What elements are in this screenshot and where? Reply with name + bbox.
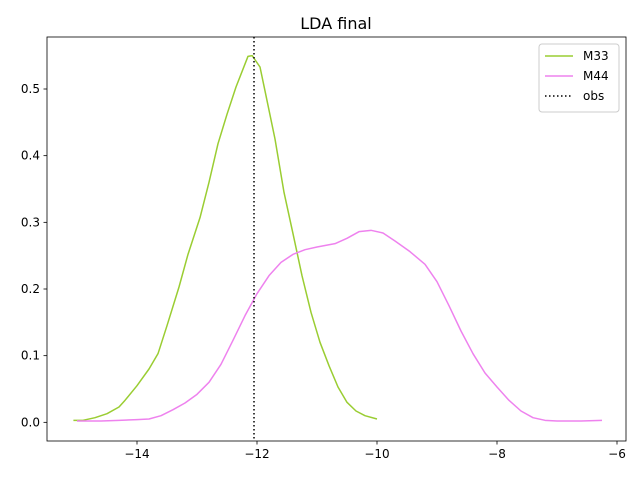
x-tick-label: −8 [488, 447, 506, 461]
x-tick-label: −12 [244, 447, 269, 461]
plot-area: −14 −12 −10 −8 −6 0.0 0.1 0.2 0.3 0.4 0.5 [21, 36, 627, 461]
y-tick-label: 0.4 [21, 149, 40, 163]
legend: M33 M44 obs [538, 43, 620, 113]
legend-label: M44 [583, 69, 609, 83]
series-line-1 [77, 229, 603, 422]
x-tick-label: −6 [608, 447, 626, 461]
y-tick-label: 0.1 [21, 349, 40, 363]
legend-label: M33 [583, 49, 609, 63]
x-tick-label: −14 [124, 447, 149, 461]
legend-label: obs [583, 89, 604, 103]
axes-frame [46, 36, 627, 442]
y-tick-label: 0.5 [21, 82, 40, 96]
y-tick-label: 0.3 [21, 215, 40, 229]
y-tick-label: 0.2 [21, 282, 40, 296]
x-tick-label: −10 [364, 447, 389, 461]
y-tick-label: 0.0 [21, 415, 40, 429]
chart-title: LDA final [300, 14, 371, 33]
legend-box [538, 43, 620, 113]
series-line-0 [73, 54, 378, 422]
